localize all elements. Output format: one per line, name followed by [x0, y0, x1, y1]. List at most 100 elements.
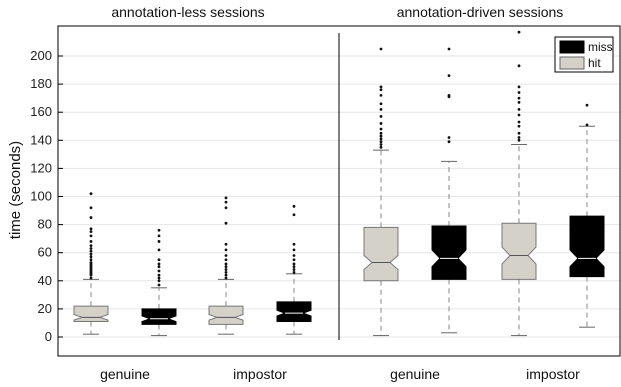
box-1-genuine-hit-outlier-5 [379, 131, 383, 135]
box-0-genuine-hit-outlier-20 [89, 227, 93, 231]
y-tick-label-40: 40 [38, 273, 52, 288]
category-label-0-impostor: impostor [233, 366, 287, 382]
y-tick-label-200: 200 [30, 48, 52, 63]
box-0-genuine-hit-outlier-15 [89, 247, 93, 250]
box-0-impostor-hit-outlier-5 [224, 262, 228, 266]
box-0-genuine-miss-outlier-9 [157, 240, 161, 243]
box-0-genuine-hit-outlier-13 [89, 252, 93, 256]
legend-label-miss: miss [588, 40, 613, 54]
category-label-1-genuine: genuine [390, 366, 440, 382]
box-1-genuine-miss-outlier-4 [447, 74, 451, 78]
box-1-genuine-hit-outlier-6 [379, 127, 383, 131]
box-0-impostor-hit-outlier-7 [224, 254, 228, 257]
panel-title-annotation-driven: annotation-driven sessions [397, 4, 564, 20]
box-1-impostor-hit-outlier-3 [517, 124, 521, 128]
y-axis-label: time (seconds) [7, 141, 24, 239]
box-1-genuine-hit-outlier-12 [379, 88, 383, 92]
box-0-genuine-hit-outlier-17 [89, 240, 93, 243]
box-1-genuine-miss-outlier-5 [447, 47, 451, 51]
box-1-impostor-hit-outlier-10 [517, 85, 521, 89]
legend-label-hit: hit [588, 56, 601, 70]
box-1-genuine-hit-outlier-10 [379, 102, 383, 106]
box-1-genuine-miss-outlier-1 [447, 136, 451, 139]
box-0-genuine-hit-outlier-18 [89, 234, 93, 238]
box-1-impostor-miss-outlier-1 [585, 103, 589, 107]
box-0-genuine-miss-outlier-8 [157, 248, 161, 252]
box-0-genuine-miss-outlier-1 [157, 279, 161, 283]
box-1-impostor-hit-outlier-11 [517, 64, 521, 68]
box-0-genuine-miss-outlier-4 [157, 269, 161, 273]
box-1-genuine-hit-outlier-0 [379, 145, 383, 149]
box-0-impostor-miss-outlier-1 [292, 268, 296, 271]
box-0-genuine-hit-outlier-23 [89, 192, 93, 196]
box-1-impostor-hit-outlier-0 [517, 138, 521, 142]
box-0-impostor-hit-outlier-9 [224, 242, 228, 246]
box-0-genuine-hit-outlier-19 [89, 230, 93, 234]
box-0-genuine-hit-outlier-22 [89, 206, 93, 210]
box-1-impostor-miss-outlier-0 [585, 123, 589, 127]
box-0-impostor-hit-outlier-4 [224, 265, 228, 269]
panel-title-annotation-less: annotation-less sessions [111, 4, 264, 20]
box-0-impostor-hit-outlier-13 [224, 196, 228, 200]
box-1-genuine-hit-outlier-1 [379, 143, 383, 146]
box-1-genuine-hit-outlier-4 [379, 134, 383, 138]
box-1-genuine-miss-body [431, 225, 467, 280]
legend-swatch-miss [559, 40, 585, 54]
box-1-impostor-hit-outlier-9 [517, 91, 521, 94]
box-0-impostor-hit-body [208, 305, 244, 325]
box-0-genuine-hit-body [73, 305, 109, 323]
box-0-genuine-hit-outlier-14 [89, 249, 93, 253]
box-0-impostor-hit-outlier-10 [224, 221, 228, 225]
box-0-impostor-hit-outlier-11 [224, 206, 228, 210]
y-tick-label-0: 0 [45, 329, 52, 344]
box-1-genuine-miss-outlier-3 [447, 93, 451, 97]
box-0-impostor-miss-outlier-4 [292, 258, 296, 262]
box-0-genuine-miss-outlier-0 [157, 283, 161, 287]
box-1-impostor-hit-body [501, 222, 537, 280]
box-1-genuine-hit-outlier-14 [379, 47, 383, 51]
box-1-genuine-hit-outlier-11 [379, 93, 383, 97]
plot-frame [57, 25, 621, 357]
box-0-genuine-miss-outlier-11 [157, 228, 161, 232]
box-0-impostor-miss-outlier-7 [292, 242, 296, 246]
box-1-genuine-hit-body [363, 226, 399, 282]
box-0-impostor-hit-outlier-0 [224, 276, 228, 280]
box-1-impostor-hit-outlier-2 [517, 131, 521, 135]
box-0-genuine-miss-outlier-2 [157, 276, 161, 280]
box-0-impostor-hit-outlier-8 [224, 248, 228, 252]
box-1-impostor-hit-outlier-6 [517, 107, 521, 111]
box-0-impostor-miss-outlier-3 [292, 262, 296, 266]
category-label-1-impostor: impostor [526, 366, 580, 382]
box-1-genuine-hit-outlier-9 [379, 107, 383, 111]
box-0-impostor-hit-outlier-1 [224, 273, 228, 277]
box-0-impostor-hit-outlier-3 [224, 268, 228, 271]
box-0-genuine-miss-outlier-3 [157, 273, 161, 277]
axis-layer [57, 25, 621, 357]
box-0-impostor-miss-outlier-9 [292, 204, 296, 208]
legend-swatch-hit [559, 56, 585, 70]
y-tick-label-20: 20 [38, 301, 52, 316]
box-1-genuine-hit-outlier-2 [379, 140, 383, 144]
box-0-impostor-miss-body [276, 301, 312, 323]
y-tick-label-180: 180 [30, 76, 52, 91]
box-1-genuine-hit-outlier-13 [379, 85, 383, 89]
box-0-impostor-miss-outlier-2 [292, 265, 296, 269]
box-0-impostor-miss-outlier-0 [292, 270, 296, 274]
box-0-genuine-hit-outlier-11 [89, 258, 93, 262]
box-1-impostor-hit-outlier-7 [517, 100, 521, 104]
box-0-genuine-miss-outlier-5 [157, 265, 161, 269]
y-tick-label-100: 100 [30, 189, 52, 204]
box-0-genuine-hit-outlier-16 [89, 244, 93, 248]
legend: miss hit [554, 36, 614, 73]
box-0-impostor-hit-outlier-6 [224, 258, 228, 262]
box-1-impostor-hit-outlier-4 [517, 120, 521, 124]
box-0-genuine-hit-outlier-12 [89, 255, 93, 259]
box-0-impostor-miss-outlier-8 [292, 213, 296, 217]
box-0-impostor-hit-outlier-2 [224, 270, 228, 274]
box-1-genuine-hit-outlier-3 [379, 137, 383, 141]
y-tick-label-140: 140 [30, 132, 52, 147]
box-0-genuine-hit-outlier-21 [89, 216, 93, 219]
box-0-impostor-miss-outlier-5 [292, 254, 296, 257]
box-1-impostor-hit-outlier-5 [517, 113, 521, 117]
